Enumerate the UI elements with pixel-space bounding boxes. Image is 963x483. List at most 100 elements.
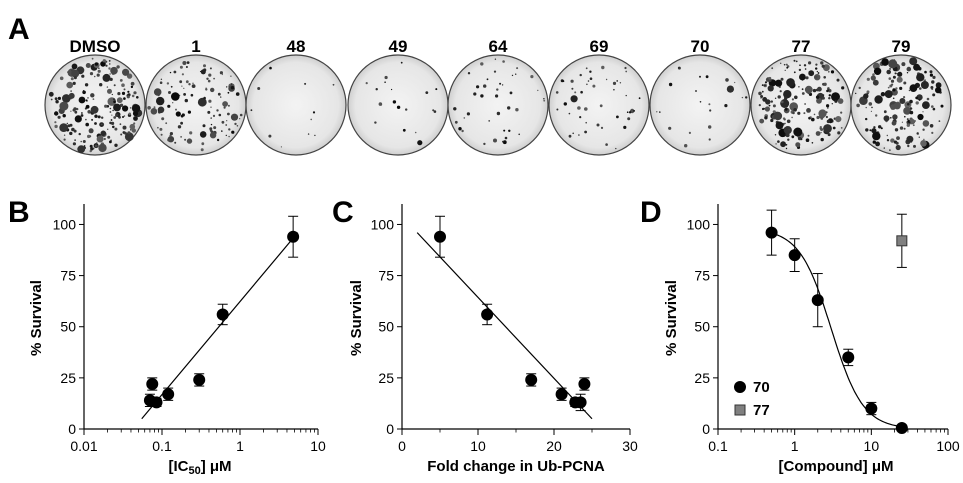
plate-79: 79 bbox=[850, 37, 952, 156]
colony-dot bbox=[68, 92, 75, 99]
colony-dot bbox=[239, 113, 243, 117]
colony-dot bbox=[105, 64, 108, 67]
colony-dot bbox=[312, 111, 316, 114]
colony-dot bbox=[239, 118, 241, 120]
colony-dot bbox=[577, 106, 581, 110]
colony-dot bbox=[63, 138, 66, 141]
colony-dot bbox=[543, 98, 545, 100]
colony-dot bbox=[109, 111, 112, 113]
colony-dot bbox=[786, 78, 795, 87]
x-tick-label: 10 bbox=[864, 438, 880, 454]
colony-dot bbox=[584, 107, 588, 111]
colony-dot bbox=[761, 90, 764, 93]
colony-dot bbox=[48, 91, 54, 97]
colony-dot bbox=[192, 82, 194, 84]
y-tick-label: 25 bbox=[60, 370, 76, 386]
legend-label-70: 70 bbox=[753, 379, 770, 396]
colony-dot bbox=[78, 96, 86, 104]
colony-dot bbox=[815, 131, 821, 136]
colony-dot bbox=[94, 62, 99, 66]
colony-dot bbox=[815, 95, 820, 99]
colony-dot bbox=[89, 149, 92, 153]
colony-dot bbox=[817, 86, 822, 92]
colony-dot bbox=[922, 120, 930, 127]
plate-label: 77 bbox=[792, 37, 811, 56]
colony-dot bbox=[811, 117, 815, 122]
colony-dot bbox=[206, 77, 209, 81]
colony-dot bbox=[70, 90, 72, 92]
colony-dot bbox=[200, 69, 206, 75]
colony-dot bbox=[584, 130, 587, 134]
colony-dot bbox=[496, 111, 501, 116]
colony-dot bbox=[304, 82, 307, 85]
colony-dot bbox=[775, 79, 783, 87]
colony-dot bbox=[600, 126, 604, 129]
colony-dot bbox=[817, 72, 820, 74]
colony-dot bbox=[216, 138, 220, 142]
colony-dot bbox=[124, 131, 127, 135]
colony-dot bbox=[932, 93, 936, 97]
colony-dot bbox=[179, 65, 183, 69]
colony-dot bbox=[122, 68, 130, 76]
plate-dish bbox=[548, 54, 650, 156]
colony-dot bbox=[405, 108, 408, 111]
colony-dot bbox=[628, 111, 632, 114]
data-point bbox=[216, 303, 229, 326]
colony-dot bbox=[113, 100, 116, 103]
colony-dot bbox=[314, 134, 316, 137]
chart-d-dose-response: % Survival [Compound] μM 70 77 025507510… bbox=[663, 204, 960, 475]
colony-dot bbox=[741, 96, 744, 99]
colony-dot bbox=[66, 81, 73, 89]
colony-dot bbox=[110, 119, 113, 121]
colony-plates: DMSO 1 48 49 64 69 70 77 79 bbox=[44, 37, 952, 156]
plate-77: 77 bbox=[750, 37, 852, 156]
colony-dot bbox=[98, 67, 100, 69]
colony-dot bbox=[207, 110, 211, 114]
colony-dot bbox=[562, 80, 565, 83]
colony-dot bbox=[585, 67, 588, 70]
x-tick-label: 1 bbox=[791, 438, 799, 454]
colony-dot bbox=[167, 138, 171, 142]
colony-dot bbox=[227, 112, 230, 116]
colony-dot bbox=[203, 64, 206, 68]
colony-dot bbox=[115, 113, 119, 117]
colony-dot bbox=[185, 80, 189, 84]
colony-dot bbox=[310, 118, 313, 121]
colony-dot bbox=[104, 104, 108, 108]
colony-dot bbox=[121, 83, 125, 87]
colony-dot bbox=[831, 92, 840, 102]
colony-dot bbox=[113, 116, 117, 119]
colony-dot bbox=[761, 107, 765, 111]
colony-dot bbox=[109, 73, 111, 75]
colony-dot bbox=[863, 93, 869, 99]
plate-DMSO: DMSO bbox=[44, 37, 146, 156]
colony-dot bbox=[54, 124, 58, 129]
colony-dot bbox=[201, 142, 205, 146]
colony-dot bbox=[895, 141, 899, 145]
colony-dot bbox=[107, 135, 111, 139]
colony-dot bbox=[784, 122, 786, 125]
colony-dot bbox=[97, 69, 101, 73]
colony-dot bbox=[820, 61, 824, 65]
colony-dot bbox=[886, 134, 888, 137]
colony-dot bbox=[174, 141, 177, 144]
colony-dot bbox=[903, 96, 906, 99]
colony-dot bbox=[508, 129, 511, 132]
colony-dot bbox=[167, 104, 171, 108]
colony-dot bbox=[268, 134, 272, 138]
colony-dot bbox=[881, 58, 889, 66]
colony-dot bbox=[745, 96, 748, 99]
colony-dot bbox=[931, 105, 934, 108]
colony-dot bbox=[226, 86, 228, 88]
colony-dot bbox=[764, 116, 768, 120]
colony-dot bbox=[837, 131, 841, 135]
colony-dot bbox=[181, 85, 183, 87]
colony-dot bbox=[626, 111, 629, 113]
colony-dot bbox=[503, 129, 506, 132]
colony-dot bbox=[54, 121, 57, 124]
colony-dot bbox=[102, 73, 111, 82]
colony-dot bbox=[780, 100, 784, 104]
colony-dot bbox=[82, 140, 86, 143]
colony-dot bbox=[78, 132, 81, 136]
colony-dot bbox=[784, 107, 788, 111]
